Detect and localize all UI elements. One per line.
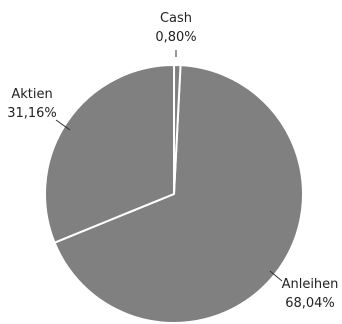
pie-leader-lines — [55, 50, 283, 282]
leader-line-aktien — [55, 119, 71, 131]
pie-slices — [44, 64, 305, 324]
leader-line-anleihen — [269, 270, 283, 282]
pie-slice-cash — [173, 64, 182, 195]
slice-value-cash: 0,80% — [155, 30, 196, 45]
pie-labels: Anleihen 68,04% Aktien 31,16% Cash 0,80% — [7, 11, 338, 311]
slice-label-aktien: Aktien — [11, 87, 52, 102]
slice-label-anleihen: Anleihen — [282, 277, 339, 292]
slice-label-cash: Cash — [160, 11, 192, 26]
pie-slice-anleihen — [53, 64, 305, 324]
pie-slice-aktien — [44, 64, 176, 244]
slice-value-anleihen: 68,04% — [285, 296, 335, 311]
slice-value-aktien: 31,16% — [7, 106, 57, 121]
